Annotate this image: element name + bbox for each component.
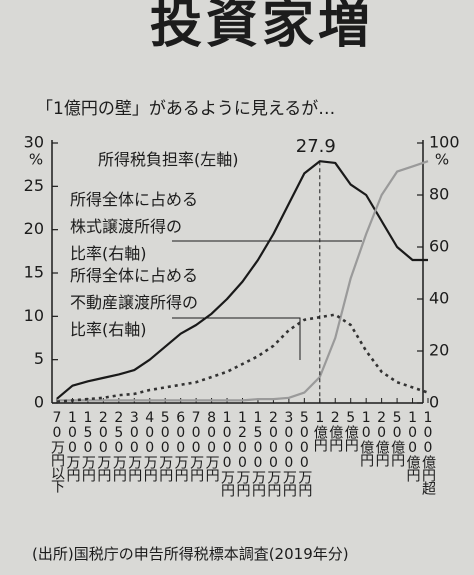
x-tick-label: 800万円: [203, 410, 220, 481]
series-line: [56, 313, 429, 403]
x-tick-label: 150万円: [79, 410, 96, 481]
peak-label: 27.9: [296, 136, 336, 157]
x-tick-label: 5億円: [342, 410, 359, 451]
y2-tick-label: 80: [429, 185, 449, 204]
x-tick-label: 100万円: [64, 410, 81, 481]
y-tick-label: 30: [24, 133, 44, 152]
series-label: 所得全体に占める 不動産譲渡所得の 比率(右軸): [70, 266, 199, 339]
x-tick-label: 70万円以下: [49, 410, 65, 492]
y-tick-label: 5: [34, 349, 44, 368]
chart-subtitle: 「1億円の壁」があるように見えるが…: [36, 99, 336, 119]
y2-tick-label: 100: [429, 133, 460, 152]
y2-tick-label: 0: [429, 393, 439, 412]
x-tick-label: 1000万円: [219, 410, 236, 496]
series-line: [57, 160, 429, 402]
y-unit: %: [29, 151, 43, 169]
x-tick-label: 20億円: [373, 410, 390, 466]
series-label: 所得全体に占める 株式譲渡所得の 比率(右軸): [70, 190, 199, 263]
x-tick-label: 1500万円: [249, 410, 266, 496]
y-tick-label: 0: [34, 393, 44, 412]
x-tick-label: 50億円: [389, 410, 406, 466]
chart-title: 投資家増: [150, 0, 375, 55]
x-tick-label: 300万円: [126, 410, 143, 481]
x-tick-label: 2000万円: [265, 410, 282, 496]
x-tick-label: 100億円超: [420, 410, 436, 494]
leader-line: [172, 317, 301, 360]
y-tick-label: 20: [24, 219, 44, 238]
series-label: 所得税負担率(左軸): [98, 150, 239, 169]
y2-unit: %: [435, 151, 449, 169]
source-note: (出所)国税庁の申告所得税標本調査(2019年分): [32, 545, 349, 563]
x-tick-label: 10億円: [358, 410, 375, 466]
x-tick-label: 3000万円: [280, 410, 297, 496]
x-tick-label: 1200万円: [234, 410, 251, 496]
y2-tick-label: 60: [429, 237, 449, 256]
series-line: [56, 160, 428, 400]
x-tick-label: 700万円: [188, 410, 205, 481]
y-tick-label: 10: [24, 306, 44, 325]
x-tick-label: 250万円: [110, 410, 127, 481]
y-tick-label: 15: [24, 263, 44, 282]
y2-tick-label: 20: [429, 341, 449, 360]
x-tick-label: 200万円: [95, 410, 112, 481]
x-tick-label: 500万円: [157, 410, 174, 481]
x-tick-label: 400万円: [141, 410, 158, 481]
x-tick-label: 600万円: [172, 410, 189, 481]
x-tick-label: 5000万円: [296, 410, 313, 496]
y-tick-label: 25: [24, 176, 44, 195]
x-tick-label: 100億円: [404, 410, 421, 481]
x-tick-label: 1億円: [311, 410, 328, 451]
x-tick-label: 2億円: [327, 410, 344, 451]
y2-tick-label: 40: [429, 289, 449, 308]
